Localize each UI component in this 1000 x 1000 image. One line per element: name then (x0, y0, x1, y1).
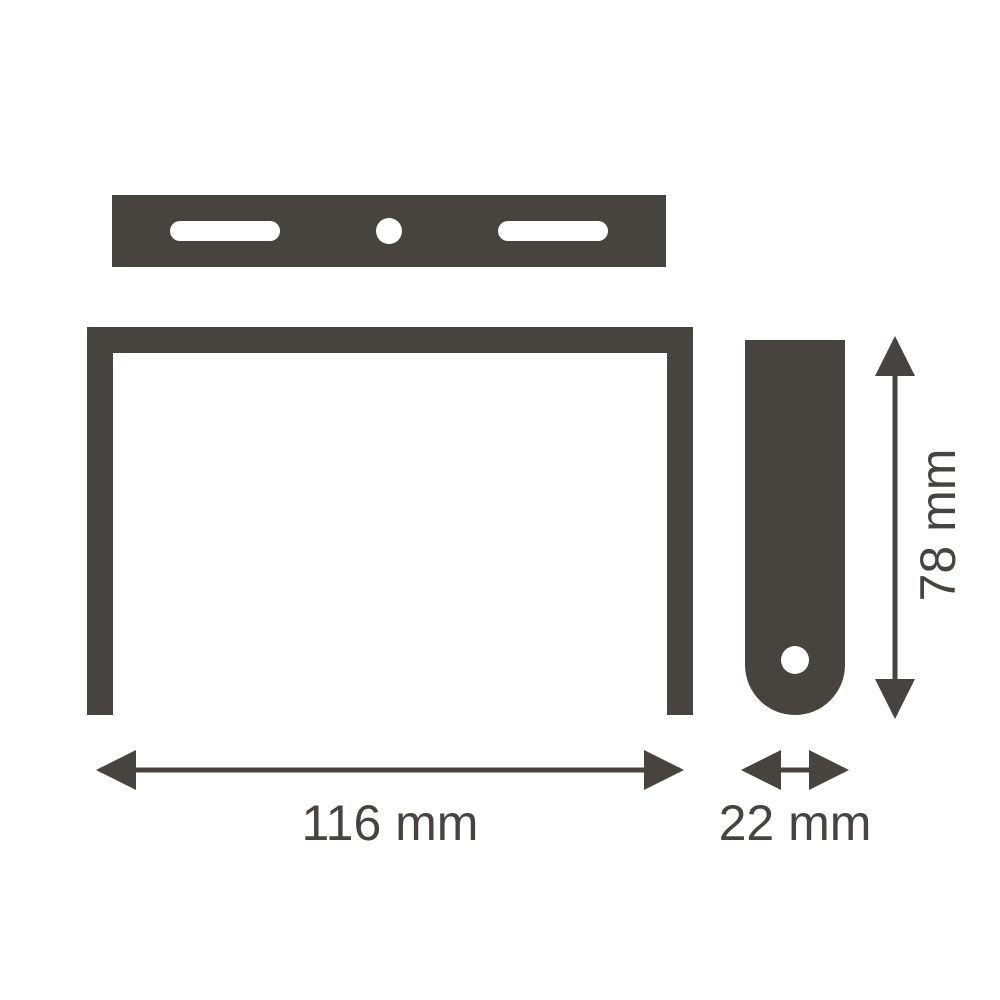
mounting-bracket (112, 195, 666, 267)
dimension-depth-label: 22 mm (719, 795, 872, 851)
dimension-depth: 22 mm (719, 770, 872, 851)
front-view (100, 340, 680, 715)
dimension-height-label: 78 mm (910, 449, 966, 602)
dimension-width: 116 mm (100, 770, 680, 851)
side-view (745, 340, 845, 715)
dimension-height: 78 mm (895, 340, 966, 715)
dimension-width-label: 116 mm (302, 795, 479, 851)
